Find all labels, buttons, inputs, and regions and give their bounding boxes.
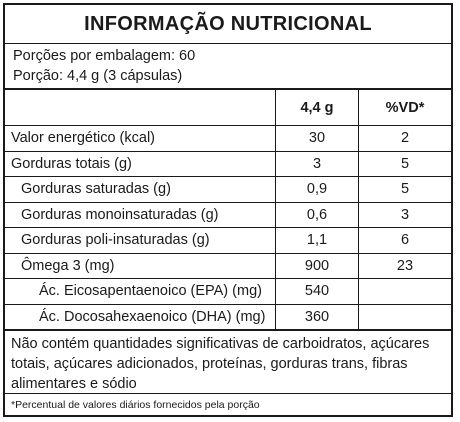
nutrient-amount: 360 (275, 304, 359, 330)
nutrient-name: Valor energético (kcal) (5, 125, 276, 152)
nutrient-dv: 5 (358, 151, 451, 177)
nutrient-name: Ác. Docosahexaenoico (DHA) (mg) (5, 304, 276, 330)
insignificant-amounts-note: Não contém quantidades significativas de… (5, 330, 451, 394)
table-row: Gorduras poli-insaturadas (g) 1,1 6 (5, 227, 451, 254)
nutrition-facts-label: INFORMAÇÃO NUTRICIONAL Porções por embal… (3, 3, 453, 417)
table-row: Ác. Eicosapentaenoico (EPA) (mg) 540 (5, 278, 451, 305)
nutrient-amount: 0,6 (275, 202, 359, 228)
nutrient-amount: 1,1 (275, 227, 359, 254)
nutrient-dv: 3 (358, 202, 451, 228)
header-amount: 4,4 g (275, 90, 359, 126)
nutrient-dv (358, 304, 451, 330)
nutrient-amount: 3 (275, 151, 359, 177)
table-row: Ác. Docosahexaenoico (DHA) (mg) 360 (5, 304, 451, 330)
table-row: Gorduras monoinsaturadas (g) 0,6 3 (5, 202, 451, 228)
table-row: Ômega 3 (mg) 900 23 (5, 253, 451, 279)
servings-per-package: Porções por embalagem: 60 (13, 48, 196, 64)
nutrient-name: Ác. Eicosapentaenoico (EPA) (mg) (5, 278, 276, 305)
nutrient-dv: 23 (358, 253, 451, 279)
dv-footnote: *Percentual de valores diários fornecido… (11, 399, 260, 411)
serving-info: Porções por embalagem: 60 Porção: 4,4 g … (5, 44, 451, 90)
nutrient-amount: 900 (275, 253, 359, 279)
table-row: Gorduras totais (g) 3 5 (5, 151, 451, 177)
table-row: Gorduras saturadas (g) 0,9 5 (5, 176, 451, 203)
serving-size: Porção: 4,4 g (3 cápsulas) (13, 68, 183, 84)
nutrient-dv: 2 (358, 125, 451, 152)
nutrient-name: Gorduras totais (g) (5, 151, 276, 177)
nutrient-dv: 5 (358, 176, 451, 203)
nutrition-table: 4,4 g %VD* Valor energético (kcal) 30 2 … (5, 90, 451, 330)
nutrient-name: Gorduras poli-insaturadas (g) (5, 227, 276, 254)
nutrient-amount: 540 (275, 278, 359, 305)
nutrient-dv: 6 (358, 227, 451, 254)
nutrient-name: Gorduras saturadas (g) (5, 176, 276, 203)
table-header-row: 4,4 g %VD* (5, 90, 451, 126)
header-dv: %VD* (358, 90, 451, 126)
nutrient-amount: 0,9 (275, 176, 359, 203)
nutrient-amount: 30 (275, 125, 359, 152)
nutrient-dv (358, 278, 451, 305)
nutrient-name: Gorduras monoinsaturadas (g) (5, 202, 276, 228)
label-title: INFORMAÇÃO NUTRICIONAL (5, 5, 451, 44)
header-name (5, 90, 276, 126)
table-row: Valor energético (kcal) 30 2 (5, 125, 451, 152)
nutrient-name: Ômega 3 (mg) (5, 253, 276, 279)
